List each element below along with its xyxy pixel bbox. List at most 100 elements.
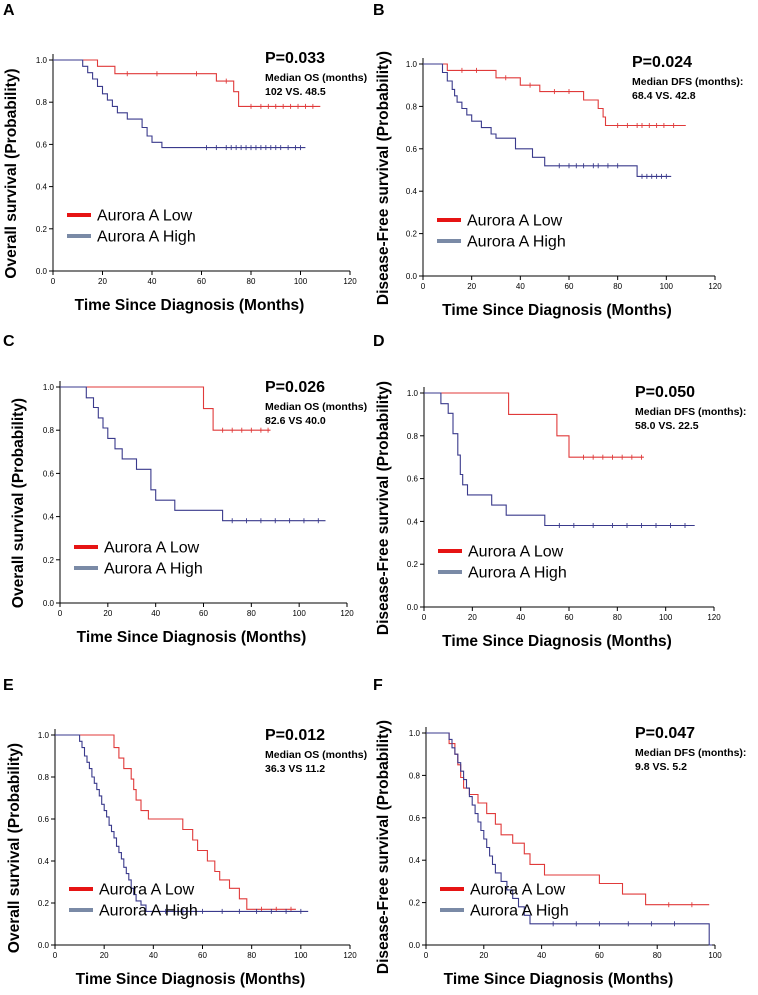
x-tick-label: 100 bbox=[660, 282, 674, 291]
y-tick-label: 0.8 bbox=[36, 98, 48, 107]
y-tick-label: 1.0 bbox=[407, 389, 419, 398]
median-label: Median OS (months) bbox=[265, 749, 367, 761]
median-values: 58.0 VS. 22.5 bbox=[635, 420, 699, 432]
p-value: P=0.026 bbox=[265, 379, 325, 396]
x-tick-label: 100 bbox=[659, 613, 673, 622]
p-value: P=0.047 bbox=[635, 725, 695, 742]
x-tick-label: 80 bbox=[247, 277, 256, 286]
y-tick-label: 0.6 bbox=[409, 814, 421, 823]
km-curve-low bbox=[53, 59, 321, 107]
x-tick-label: 80 bbox=[613, 282, 622, 291]
panel-a: A 0.0 0.2 0.4 0.6 0.8 1.0 0 20 40 60 80 100 120 Time S… bbox=[3, 2, 367, 314]
x-tick-label: 0 bbox=[53, 951, 58, 960]
x-tick-label: 60 bbox=[565, 613, 574, 622]
x-tick-label: 80 bbox=[613, 613, 622, 622]
y-tick-label: 0.2 bbox=[407, 560, 419, 569]
panel-letter: A bbox=[3, 2, 15, 19]
x-axis-label: Time Since Diagnosis (Months) bbox=[442, 633, 672, 650]
x-axis-label: Time Since Diagnosis (Months) bbox=[75, 297, 305, 314]
x-tick-label: 20 bbox=[103, 609, 112, 618]
legend-label-high: Aurora A High bbox=[99, 903, 198, 920]
y-tick-label: 0.4 bbox=[38, 857, 50, 866]
x-tick-label: 120 bbox=[343, 277, 357, 286]
y-tick-label: 0.4 bbox=[36, 183, 48, 192]
median-values: 9.8 VS. 5.2 bbox=[635, 761, 687, 773]
y-tick-label: 1.0 bbox=[406, 60, 418, 69]
y-tick-label: 0.6 bbox=[43, 469, 55, 478]
x-tick-label: 120 bbox=[707, 613, 721, 622]
y-tick-label: 1.0 bbox=[409, 729, 421, 738]
y-tick-label: 0.4 bbox=[43, 513, 55, 522]
legend-label-low: Aurora A Low bbox=[470, 882, 566, 899]
x-tick-label: 40 bbox=[148, 277, 157, 286]
km-curve-high bbox=[424, 392, 695, 527]
p-value: P=0.050 bbox=[635, 384, 695, 401]
y-tick-label: 0.2 bbox=[43, 556, 55, 565]
legend-label-low: Aurora A Low bbox=[468, 544, 564, 561]
y-tick-label: 0.0 bbox=[409, 941, 421, 950]
x-tick-label: 0 bbox=[421, 282, 426, 291]
x-tick-label: 80 bbox=[653, 951, 662, 960]
x-tick-label: 120 bbox=[708, 282, 722, 291]
legend-label-low: Aurora A Low bbox=[99, 882, 195, 899]
y-tick-label: 0.4 bbox=[407, 517, 419, 526]
y-tick-label: 0.8 bbox=[406, 102, 418, 111]
median-label: Median DFS (months): bbox=[632, 76, 743, 88]
km-curve-low bbox=[424, 392, 644, 458]
y-tick-label: 0.0 bbox=[38, 941, 50, 950]
median-values: 68.4 VS. 42.8 bbox=[632, 90, 696, 102]
y-tick-label: 0.8 bbox=[409, 771, 421, 780]
y-tick-label: 0.8 bbox=[407, 432, 419, 441]
x-tick-label: 0 bbox=[422, 613, 427, 622]
y-tick-label: 0.0 bbox=[407, 603, 419, 612]
x-tick-label: 40 bbox=[516, 282, 525, 291]
legend-label-high: Aurora A High bbox=[468, 565, 567, 582]
y-tick-label: 1.0 bbox=[43, 383, 55, 392]
x-tick-label: 100 bbox=[294, 951, 308, 960]
x-axis-label: Time Since Diagnosis (Months) bbox=[442, 302, 672, 319]
y-tick-label: 0.4 bbox=[409, 856, 421, 865]
y-tick-label: 0.6 bbox=[406, 145, 418, 154]
legend-label-high: Aurora A High bbox=[97, 229, 196, 246]
km-curve-low bbox=[55, 734, 296, 910]
x-tick-label: 0 bbox=[58, 609, 63, 618]
p-value: P=0.033 bbox=[265, 50, 325, 67]
y-tick-label: 0.6 bbox=[38, 815, 50, 824]
y-tick-label: 0.6 bbox=[36, 140, 48, 149]
legend-label-low: Aurora A Low bbox=[467, 213, 563, 230]
x-tick-label: 20 bbox=[479, 951, 488, 960]
x-tick-label: 40 bbox=[516, 613, 525, 622]
panel-e: E 0.0 0.2 0.4 0.6 0.8 1.0 0 20 40 60 80 100 120 Time S… bbox=[3, 677, 367, 988]
km-curve-high bbox=[53, 59, 306, 149]
median-values: 102 VS. 48.5 bbox=[265, 86, 326, 98]
x-tick-label: 0 bbox=[424, 951, 429, 960]
y-tick-label: 0.0 bbox=[36, 267, 48, 276]
p-value: P=0.024 bbox=[632, 54, 692, 71]
panel-d: D 0.0 0.2 0.4 0.6 0.8 1.0 0 20 40 60 80 100 120 Time S… bbox=[373, 333, 746, 650]
median-label: Median DFS (months): bbox=[635, 406, 746, 418]
y-tick-label: 0.0 bbox=[406, 272, 418, 281]
panel-letter: E bbox=[3, 677, 14, 694]
y-axis-label: Overall survival (Probability) bbox=[6, 743, 23, 953]
x-tick-label: 20 bbox=[98, 277, 107, 286]
km-curve-high bbox=[55, 734, 309, 912]
x-tick-label: 60 bbox=[197, 277, 206, 286]
panel-c: C 0.0 0.2 0.4 0.6 0.8 1.0 0 20 40 60 80 100 120 Time S… bbox=[3, 333, 367, 646]
x-tick-label: 120 bbox=[340, 609, 354, 618]
km-curve-low bbox=[60, 386, 271, 431]
y-tick-label: 1.0 bbox=[36, 56, 48, 65]
x-tick-label: 60 bbox=[565, 282, 574, 291]
km-curve-high bbox=[423, 63, 672, 177]
panel-f: F 0.0 0.2 0.4 0.6 0.8 1.0 0 20 40 60 80 100 Time Sinc… bbox=[373, 677, 746, 988]
y-tick-label: 0.2 bbox=[38, 899, 50, 908]
x-tick-label: 60 bbox=[199, 609, 208, 618]
legend-label-high: Aurora A High bbox=[470, 903, 569, 920]
legend-label-high: Aurora A High bbox=[104, 561, 203, 578]
x-tick-label: 0 bbox=[51, 277, 56, 286]
x-tick-label: 20 bbox=[467, 282, 476, 291]
y-tick-label: 0.2 bbox=[36, 225, 48, 234]
median-values: 36.3 VS 11.2 bbox=[265, 763, 325, 775]
y-axis-label: Disease-Free survival (Probability) bbox=[375, 381, 392, 635]
median-label: Median DFS (months): bbox=[635, 747, 746, 759]
